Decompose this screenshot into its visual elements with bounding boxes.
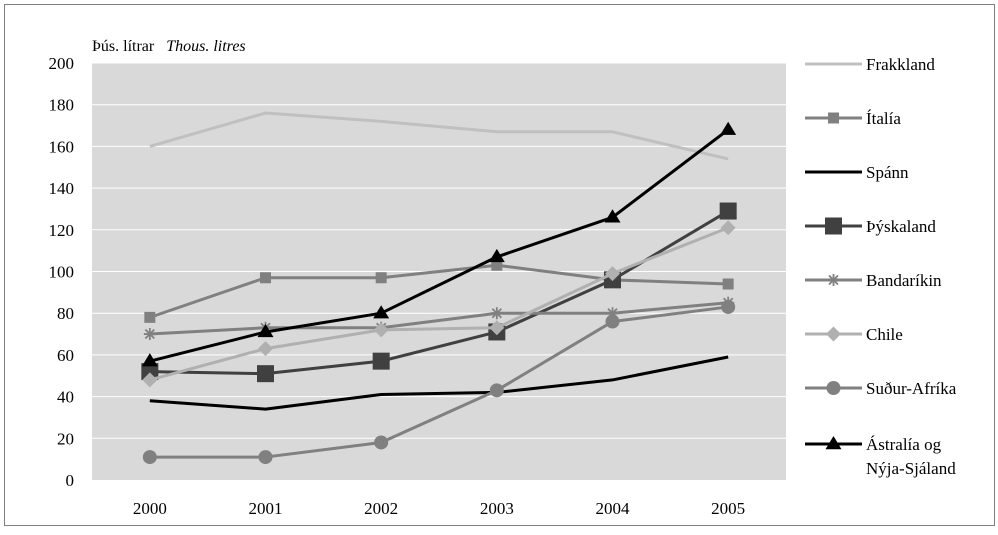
x-tick-label: 2005: [711, 499, 745, 518]
series-line: [149, 128, 730, 363]
series-marker: [825, 436, 842, 450]
series-line: [149, 305, 729, 459]
series-marker: [373, 305, 390, 319]
series-marker: [373, 322, 389, 338]
series-group: [141, 111, 737, 465]
series-marker: [605, 266, 620, 282]
series: [142, 220, 736, 388]
series: [149, 111, 729, 161]
series-marker: [826, 326, 841, 342]
y-tick-label: 40: [57, 388, 74, 407]
legend-label: Frakkland: [866, 55, 935, 74]
x-tick-label: 2002: [364, 499, 398, 518]
legend-entry: Ítalía: [805, 109, 901, 128]
series-line: [149, 263, 729, 319]
series-marker: [828, 112, 839, 124]
legend-entry: Ástralía og Nýja-Sjáland: [805, 435, 956, 478]
legend-entry: Frakkland: [805, 55, 935, 74]
legend-label: Bandaríkin: [866, 271, 942, 290]
series-marker: [144, 311, 156, 323]
series-marker: [606, 307, 619, 320]
y-tick-label: 60: [57, 346, 74, 365]
series-marker: [374, 435, 389, 450]
unit-label-secondary: Thous. litres: [166, 38, 245, 55]
y-tick-label: 80: [57, 304, 74, 323]
series-marker: [488, 248, 505, 263]
legend-entry: Bandaríkin: [805, 271, 942, 290]
legend-entry: Þýskaland: [805, 217, 936, 236]
series-marker: [375, 272, 387, 284]
series-marker: [142, 450, 157, 465]
y-tick-label: 160: [49, 137, 75, 156]
series-marker: [825, 217, 842, 235]
y-tick-label: 180: [49, 96, 75, 115]
legend-entry: Suður-Afríka: [805, 379, 957, 398]
y-tick-label: 140: [49, 179, 75, 198]
y-tick-label: 120: [49, 221, 75, 240]
y-tick-label: 200: [49, 54, 75, 73]
legend-entry: Chile: [805, 325, 903, 344]
y-tick-label: 20: [57, 429, 74, 448]
unit-label: Þús. lítrar Thous. litres: [92, 38, 246, 55]
series-marker: [141, 353, 158, 367]
series-marker: [722, 278, 734, 290]
legend-label: Ítalía: [866, 109, 901, 128]
legend-label: Nýja-Sjáland: [866, 459, 956, 478]
series-marker: [143, 328, 156, 341]
series-marker: [258, 341, 273, 357]
series-marker: [826, 381, 841, 395]
y-tick-label: 100: [49, 263, 75, 282]
legend-label: Chile: [866, 325, 903, 344]
series-marker: [720, 220, 736, 236]
y-tick-label: 0: [66, 471, 75, 490]
unit-label-primary: Þús. lítrar: [92, 38, 155, 55]
series-marker: [257, 323, 274, 338]
y-axis-ticks: 0 20 40 60 80 100 120 140 160 180 200: [49, 54, 75, 490]
legend-label: Ástralía og: [866, 435, 942, 454]
series-line: [149, 355, 729, 411]
series-marker: [605, 314, 620, 329]
series-marker: [260, 272, 271, 284]
legend-entry: Spánn: [805, 163, 909, 182]
series-marker: [258, 450, 273, 465]
legend-label: Þýskaland: [866, 217, 936, 236]
series-line: [149, 111, 729, 161]
x-tick-label: 2003: [480, 499, 514, 518]
x-tick-label: 2000: [133, 499, 167, 518]
series-marker: [721, 299, 736, 314]
series-marker: [489, 383, 504, 398]
series-marker: [489, 320, 505, 336]
series-marker: [372, 352, 390, 370]
series-marker: [141, 363, 159, 381]
series-marker: [719, 202, 737, 220]
series-line: [149, 301, 729, 336]
series-marker: [491, 259, 503, 271]
series-marker: [142, 372, 158, 388]
series: [141, 121, 737, 367]
series-marker: [604, 209, 621, 223]
legend-label: Spánn: [866, 163, 909, 182]
series-marker: [720, 121, 737, 135]
x-tick-label: 2004: [596, 499, 631, 518]
x-axis-ticks: 2000 2001 2002 2003 2004 2005: [133, 499, 745, 518]
series: [149, 355, 729, 411]
series-marker: [490, 307, 503, 320]
series: [142, 299, 736, 465]
x-tick-label: 2001: [249, 499, 283, 518]
series-marker: [257, 365, 274, 383]
legend: Frakkland Ítalía Spánn Þýskaland Bandaríkin C…: [805, 55, 957, 478]
legend-label: Suður-Afríka: [866, 379, 957, 398]
series-line: [149, 209, 729, 376]
series-line: [149, 226, 729, 382]
series-marker: [827, 274, 840, 286]
